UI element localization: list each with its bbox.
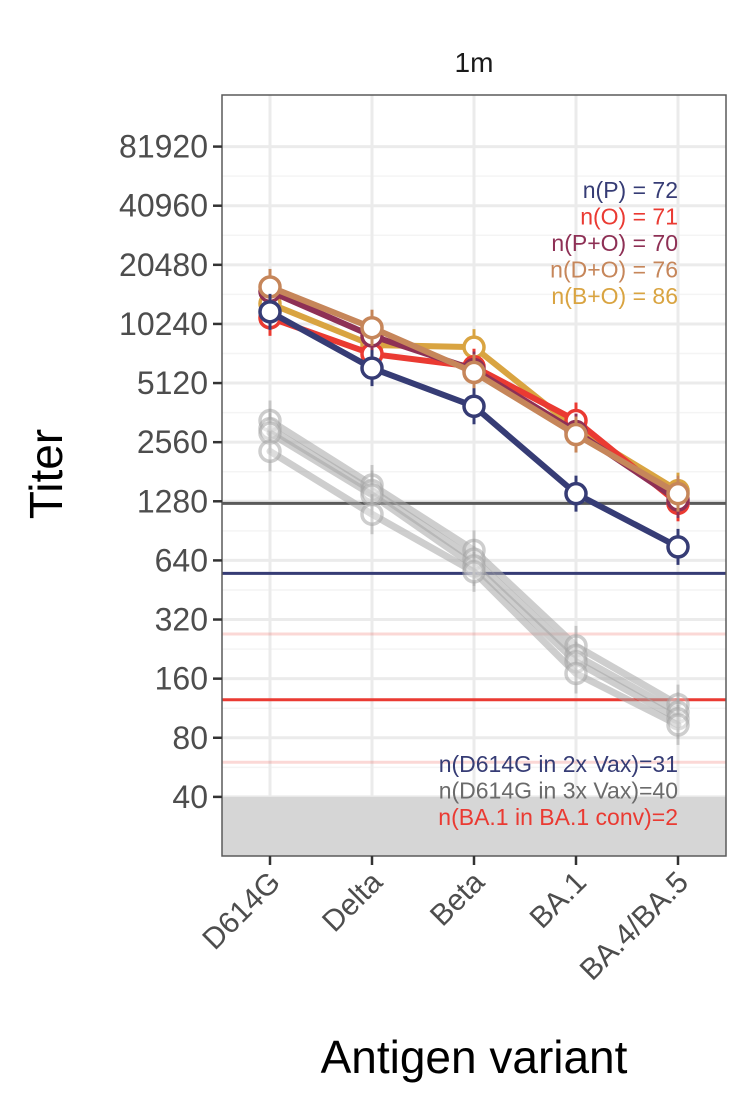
data-point — [462, 394, 486, 419]
x-tick-label: BA.4/BA.5 — [574, 866, 695, 987]
counts-legend-entry: n(P+O) = 70 — [551, 230, 678, 256]
y-tick-label: 81920 — [119, 129, 208, 165]
counts-legend-entry: n(P) = 72 — [583, 177, 678, 203]
data-point — [360, 315, 384, 340]
y-tick-label: 40960 — [119, 188, 208, 224]
data-point — [258, 300, 282, 324]
y-tick-label: 20480 — [119, 247, 208, 283]
data-point — [564, 481, 588, 506]
y-tick-label: 80 — [172, 720, 208, 756]
x-axis-title: Antigen variant — [321, 1031, 628, 1083]
counts-legend-entry: n(B+O) = 86 — [551, 283, 678, 309]
y-tick-label: 160 — [155, 661, 208, 697]
y-tick-label: 2560 — [137, 424, 208, 460]
reference-legend-entry: n(BA.1 in BA.1 conv)=2 — [438, 804, 678, 830]
counts-legend-entry: n(O) = 71 — [580, 204, 678, 230]
x-tick-label: Beta — [424, 865, 491, 932]
reference-series — [258, 431, 690, 745]
counts-legend-entry: n(D+O) = 76 — [550, 257, 678, 283]
y-tick-label: 10240 — [119, 306, 208, 342]
data-point — [564, 661, 588, 686]
series — [258, 293, 690, 565]
series — [258, 268, 690, 512]
data-point — [666, 713, 690, 737]
data-point — [258, 439, 282, 464]
y-axis: 40 80 160 320 640 1280 2560 5120 10240 20480 40960… — [119, 129, 222, 815]
x-tick-label: Delta — [316, 865, 389, 938]
reference-series-group — [258, 400, 690, 745]
facet-title: 1m — [455, 47, 494, 78]
below-detection-shade — [222, 796, 726, 856]
y-axis-title: Titer — [20, 429, 72, 519]
reference-legend-entry: n(D614G in 2x Vax)=31 — [439, 751, 678, 777]
data-point — [462, 360, 486, 385]
reference-legend-entry: n(D614G in 3x Vax)=40 — [439, 778, 678, 804]
y-tick-label: 1280 — [137, 483, 208, 519]
y-tick-label: 320 — [155, 602, 208, 638]
x-axis: D614G Delta Beta BA.1BA.4/BA.5 — [196, 856, 695, 987]
y-tick-label: 40 — [172, 779, 208, 815]
data-point — [360, 356, 384, 380]
data-point — [564, 422, 588, 447]
counts-legend: n(P) = 72n(O) = 71n(P+O) = 70n(D+O) = 76… — [550, 177, 678, 309]
data-point — [666, 481, 690, 506]
series-group — [258, 268, 690, 565]
y-tick-label: 5120 — [137, 365, 208, 401]
data-point — [666, 535, 690, 559]
data-point — [360, 502, 384, 526]
reference-legend: n(D614G in 2x Vax)=31n(D614G in 3x Vax)=… — [438, 751, 678, 830]
data-point — [462, 560, 486, 584]
y-tick-label: 640 — [155, 542, 208, 578]
x-tick-label: D614G — [196, 866, 287, 957]
x-tick-label: BA.1 — [524, 866, 593, 935]
